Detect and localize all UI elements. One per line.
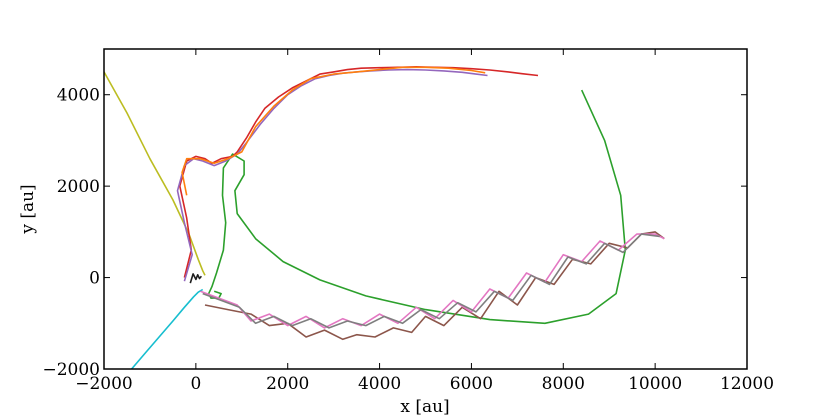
x-tick-label: 6000 (450, 374, 493, 394)
x-tick-label: 12000 (720, 374, 774, 394)
x-tick-label: −2000 (75, 374, 133, 394)
y-tick-label: 0 (89, 269, 100, 289)
series-line-3 (179, 66, 539, 278)
y-tick-label: 2000 (57, 177, 100, 197)
plot-frame (103, 48, 748, 370)
x-tick-label: 4000 (358, 374, 401, 394)
series-line-5 (181, 66, 486, 196)
series-line-1 (130, 288, 204, 369)
series-line-6 (204, 231, 665, 341)
series-line-8 (202, 233, 660, 329)
series-line-0 (104, 71, 206, 276)
ticks-layer: −2000 0 2000 4000 6000 8000 10000 12000 −2000 0 20… (42, 49, 774, 394)
x-tick-label: 8000 (542, 374, 585, 394)
x-tick-label: 2000 (266, 374, 309, 394)
x-tick-label: 10000 (628, 374, 682, 394)
y-tick-label: 4000 (57, 86, 100, 106)
series-line-2 (207, 89, 627, 325)
x-tick-label: 0 (190, 374, 201, 394)
y-axis-label: y [au] (18, 184, 38, 234)
series-line-9 (189, 273, 203, 284)
series-line-7 (200, 233, 665, 329)
y-tick-label: −2000 (42, 360, 100, 380)
series-layer (104, 66, 665, 369)
x-axis-label: x [au] (400, 397, 449, 415)
